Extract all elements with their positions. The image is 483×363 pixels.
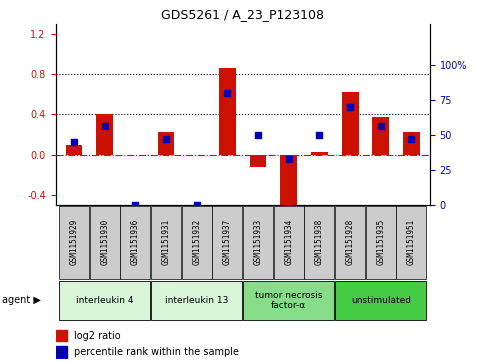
Point — [285, 156, 293, 162]
Text: tumor necrosis
factor-α: tumor necrosis factor-α — [255, 291, 323, 310]
Bar — [372, 117, 389, 155]
FancyBboxPatch shape — [182, 206, 212, 279]
Text: GSM1151936: GSM1151936 — [131, 219, 140, 265]
Bar — [250, 155, 267, 167]
Point — [70, 139, 78, 145]
Bar — [56, 330, 67, 341]
Title: GDS5261 / A_23_P123108: GDS5261 / A_23_P123108 — [161, 8, 324, 21]
Point — [193, 202, 200, 208]
Bar — [66, 144, 83, 155]
FancyBboxPatch shape — [151, 206, 181, 279]
Bar — [96, 114, 113, 155]
FancyBboxPatch shape — [213, 206, 242, 279]
Text: GSM1151931: GSM1151931 — [161, 219, 170, 265]
Point — [131, 202, 139, 208]
Text: unstimulated: unstimulated — [351, 296, 411, 305]
FancyBboxPatch shape — [90, 206, 120, 279]
Text: GSM1151938: GSM1151938 — [315, 219, 324, 265]
Point — [162, 136, 170, 142]
Text: GSM1151933: GSM1151933 — [254, 219, 263, 265]
Text: GSM1151928: GSM1151928 — [346, 219, 355, 265]
Text: GSM1151935: GSM1151935 — [376, 219, 385, 265]
Point — [377, 123, 384, 129]
Bar — [56, 346, 67, 358]
FancyBboxPatch shape — [151, 281, 242, 319]
Text: GSM1151932: GSM1151932 — [192, 219, 201, 265]
Text: log2 ratio: log2 ratio — [74, 331, 121, 341]
FancyBboxPatch shape — [366, 206, 396, 279]
Text: GSM1151929: GSM1151929 — [70, 219, 78, 265]
FancyBboxPatch shape — [304, 206, 334, 279]
Point — [224, 90, 231, 96]
Bar — [341, 92, 358, 155]
FancyBboxPatch shape — [335, 281, 426, 319]
Bar — [311, 152, 328, 155]
Bar — [157, 132, 174, 155]
FancyBboxPatch shape — [243, 206, 273, 279]
Bar — [280, 155, 297, 205]
Text: GSM1151937: GSM1151937 — [223, 219, 232, 265]
FancyBboxPatch shape — [274, 206, 304, 279]
Text: GSM1151930: GSM1151930 — [100, 219, 109, 265]
FancyBboxPatch shape — [59, 206, 89, 279]
Text: agent ▶: agent ▶ — [2, 295, 41, 305]
Text: GSM1151951: GSM1151951 — [407, 219, 416, 265]
Point — [254, 132, 262, 138]
FancyBboxPatch shape — [335, 206, 365, 279]
Text: interleukin 4: interleukin 4 — [76, 296, 133, 305]
Text: GSM1151934: GSM1151934 — [284, 219, 293, 265]
Point — [101, 123, 109, 129]
FancyBboxPatch shape — [59, 281, 150, 319]
Bar — [219, 68, 236, 155]
Text: percentile rank within the sample: percentile rank within the sample — [74, 347, 239, 357]
Text: interleukin 13: interleukin 13 — [165, 296, 228, 305]
FancyBboxPatch shape — [120, 206, 150, 279]
Point — [315, 132, 323, 138]
FancyBboxPatch shape — [397, 206, 426, 279]
Point — [346, 105, 354, 110]
FancyBboxPatch shape — [243, 281, 334, 319]
Bar — [403, 132, 420, 155]
Point — [408, 136, 415, 142]
